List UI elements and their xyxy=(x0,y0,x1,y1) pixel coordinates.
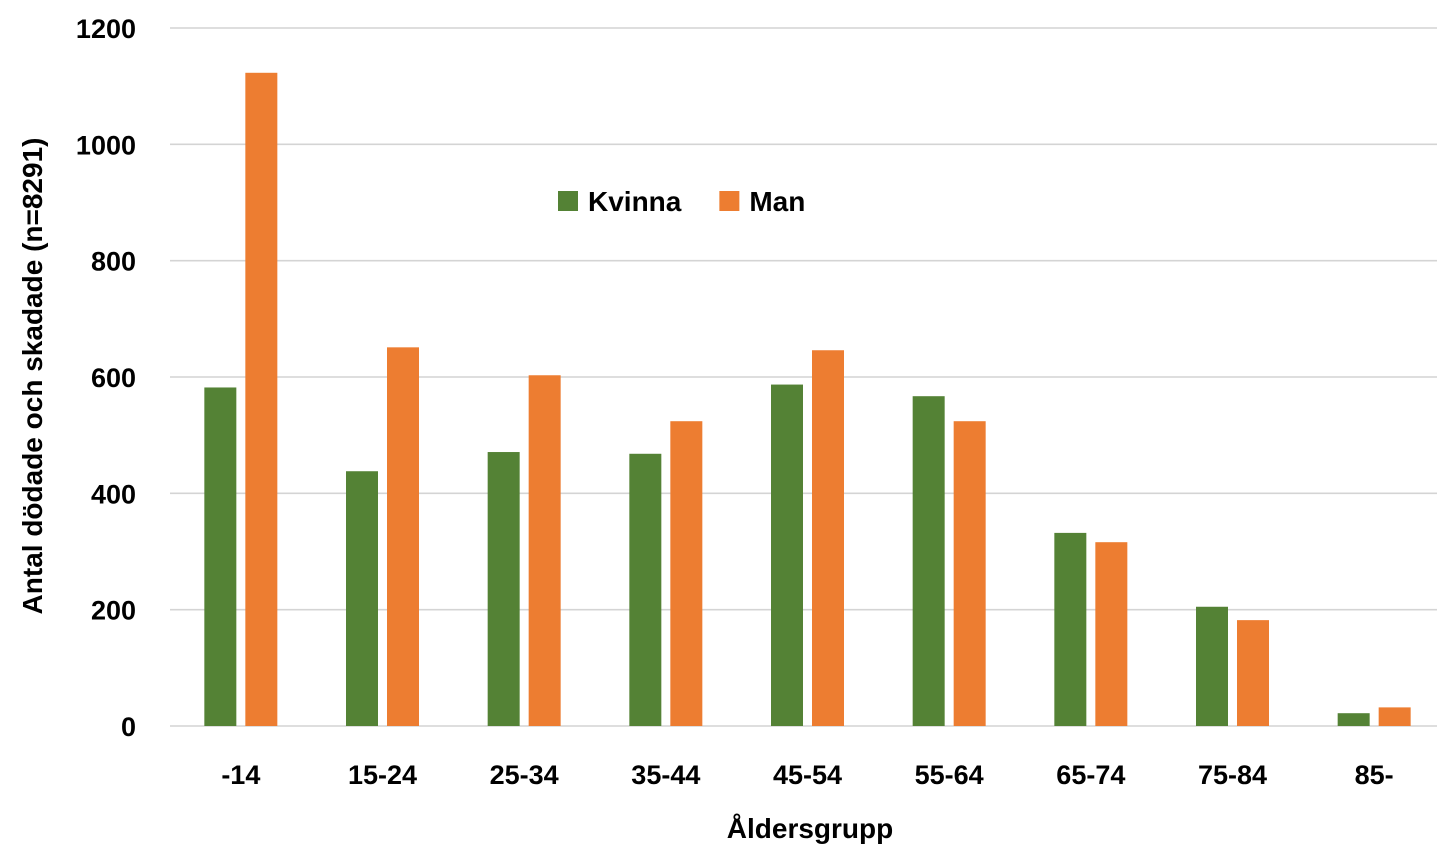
bar-kvinna-45-54 xyxy=(771,384,803,726)
y-tick-label: 200 xyxy=(91,596,136,626)
x-tick-label: 15-24 xyxy=(348,760,417,790)
gridlines xyxy=(170,27,1437,727)
x-tick-label: 45-54 xyxy=(773,760,842,790)
legend-swatch-kvinna xyxy=(558,191,578,211)
bar-man-55-64 xyxy=(953,421,986,726)
x-tick-label: 35-44 xyxy=(631,760,700,790)
x-axis-ticks: -14 15-24 25-34 35-44 45-54 55-64 65-74 75-84 85… xyxy=(221,760,1393,790)
bar-man-85- xyxy=(1378,707,1411,726)
x-tick-label: -14 xyxy=(221,760,260,790)
bar-man-15-24 xyxy=(387,347,419,726)
y-tick-label: 0 xyxy=(121,712,136,742)
legend: Kvinna Man xyxy=(558,186,805,217)
y-tick-label: 600 xyxy=(91,363,136,393)
x-tick-label: 55-64 xyxy=(915,760,984,790)
bar-kvinna-85- xyxy=(1337,713,1370,726)
bar-man-65-74 xyxy=(1095,542,1128,726)
x-tick-label: 75-84 xyxy=(1198,760,1267,790)
y-tick-label: 1200 xyxy=(76,14,136,44)
y-axis-ticks: 0 200 400 600 800 1000 1200 xyxy=(76,14,136,742)
legend-label-man: Man xyxy=(749,186,805,217)
y-tick-label: 800 xyxy=(91,247,136,277)
y-tick-label: 1000 xyxy=(76,130,136,160)
bar-man-45-54 xyxy=(812,350,844,726)
bar-kvinna--14 xyxy=(204,387,237,726)
y-tick-label: 400 xyxy=(91,479,136,509)
x-axis-title: Åldersgrupp xyxy=(727,813,893,844)
x-tick-label: 65-74 xyxy=(1056,760,1125,790)
legend-label-kvinna: Kvinna xyxy=(588,186,682,217)
bar-kvinna-55-64 xyxy=(912,396,945,726)
bars xyxy=(204,72,1411,726)
x-tick-label: 25-34 xyxy=(490,760,559,790)
bar-kvinna-75-84 xyxy=(1196,606,1228,726)
bar-man-75-84 xyxy=(1237,620,1269,726)
bar-kvinna-25-34 xyxy=(487,452,520,726)
bar-man-25-34 xyxy=(528,375,561,726)
bar-kvinna-65-74 xyxy=(1054,532,1087,726)
legend-swatch-man xyxy=(719,191,740,211)
bar-man--14 xyxy=(245,72,278,726)
bar-kvinna-35-44 xyxy=(629,453,662,726)
x-tick-label: 85- xyxy=(1355,760,1394,790)
bar-kvinna-15-24 xyxy=(346,471,378,726)
bar-man-35-44 xyxy=(670,421,703,726)
y-axis-title: Antal dödade och skadade (n=8291) xyxy=(17,138,48,615)
